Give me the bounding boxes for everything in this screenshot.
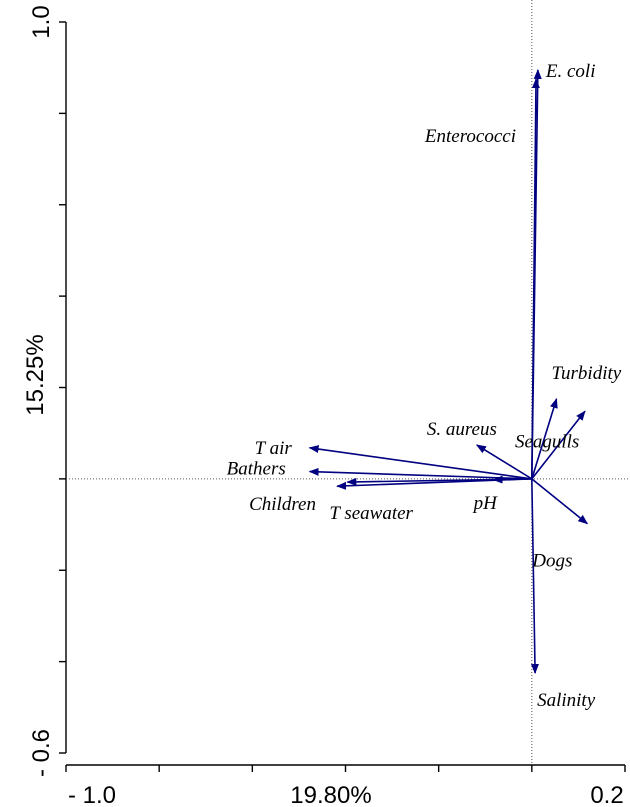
vector-label-t-air: T air — [255, 438, 293, 459]
vector-arrow-dogs — [531, 478, 589, 525]
vector-label-enterococci: Enterococci — [424, 126, 516, 147]
y-axis-label: 15.25% — [22, 334, 49, 415]
vector-label-children: Children — [249, 494, 316, 515]
vector-arrow-enterococci — [531, 78, 540, 479]
x-tick-label: 0.2 — [590, 782, 623, 807]
vector-arrow-salinity — [530, 478, 539, 675]
vector-arrow-seagulls — [531, 410, 586, 480]
x-tick-label: - 1.0 — [68, 782, 116, 807]
vector-arrow-turbidity — [531, 397, 558, 480]
vector-label-e-coli: E. coli — [545, 61, 596, 82]
vector-arrow-ph — [492, 475, 532, 484]
vector-arrow-s-aureus — [476, 444, 533, 480]
vector-label-bathers: Bathers — [227, 459, 286, 480]
vector-label-salinity: Salinity — [537, 690, 596, 711]
vector-label-ph: pH — [472, 493, 499, 514]
axes: - 0.6 1.0 - 1.0 0.2 — [28, 5, 626, 807]
x-axis-label: 19.80% — [290, 782, 371, 807]
reference-lines — [66, 0, 630, 765]
vector-labels: E. coli Enterococci Turbidity Seagulls S. au… — [227, 61, 622, 711]
vector-label-s-aureus: S. aureus — [427, 419, 497, 440]
vector-label-dogs: Dogs — [531, 551, 572, 572]
vector-layer — [308, 68, 589, 675]
vector-label-seagulls: Seagulls — [515, 431, 579, 452]
vector-arrow-t-air — [308, 445, 532, 480]
y-tick-label: - 0.6 — [28, 729, 55, 777]
vector-label-turbidity: Turbidity — [552, 363, 622, 384]
vector-arrow-bathers — [308, 467, 532, 480]
vector-label-t-seawater: T seawater — [329, 503, 413, 524]
y-tick-label: 1.0 — [28, 5, 55, 38]
